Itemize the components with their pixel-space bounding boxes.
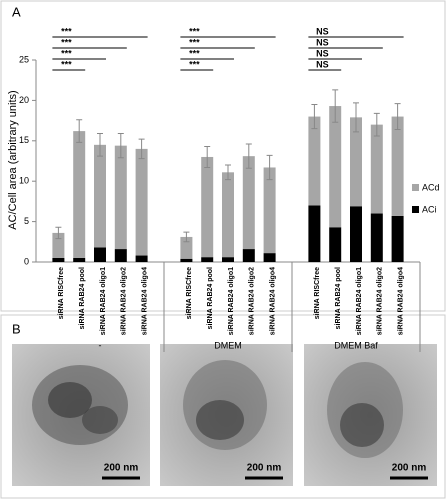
bar-segment (263, 167, 276, 254)
bar-segment (350, 206, 362, 262)
scale-bar-label: 200 nm (247, 463, 282, 474)
bar-segment (114, 249, 127, 262)
bar-segment (263, 253, 276, 262)
significance-label: *** (189, 48, 200, 58)
y-tick-label: 0 (24, 256, 29, 266)
x-tick-label: siRNA RISCfree (58, 267, 65, 319)
x-tick-label: siRNA RAB24 oligo2 (249, 267, 256, 335)
error-bar (225, 164, 231, 181)
x-tick-label: siRNA RAB24 oligo2 (121, 267, 128, 335)
x-tick-label: siRNA RAB24 oligo1 (356, 267, 363, 335)
x-tick-label: siRNA RAB24 oligo2 (377, 267, 384, 335)
bar-segment (329, 227, 342, 262)
bar-segment (114, 145, 127, 250)
bar-segment (73, 257, 86, 262)
legend-swatch (412, 184, 419, 191)
bar-segment (94, 247, 106, 262)
bar-segment (391, 116, 404, 216)
error-bar (394, 103, 401, 130)
bar-segment (73, 131, 86, 258)
bar-segment (94, 144, 106, 248)
error-bar (332, 89, 339, 123)
significance-label: *** (189, 59, 200, 69)
x-tick-label: siRNA RISCfree (314, 267, 321, 319)
group-label: DMEM Baf (334, 340, 378, 350)
y-tick-label: 10 (19, 176, 29, 186)
y-tick-label: 5 (24, 216, 29, 226)
significance-label: *** (61, 26, 72, 36)
bar-segment (329, 106, 342, 228)
x-tick-label: siRNA RISCfree (186, 267, 193, 319)
bar-segment (222, 172, 234, 258)
legend-label: ACd (422, 182, 440, 192)
error-bar (353, 102, 359, 133)
bar-segment (370, 213, 383, 262)
error-bar (55, 226, 62, 240)
bar-segment (242, 156, 255, 250)
error-bar (204, 145, 211, 168)
legend-label: ACi (422, 204, 437, 214)
scale-bar-label: 200 nm (392, 463, 427, 474)
significance-label: NS (316, 48, 329, 58)
micrograph (304, 344, 437, 486)
bar-segment (222, 257, 234, 262)
bar-segment (52, 257, 65, 262)
error-bar (97, 133, 103, 157)
error-bar (138, 138, 145, 160)
significance-label: *** (61, 48, 72, 58)
bar-segment (201, 257, 214, 262)
significance-label: NS (316, 59, 329, 69)
bar-segment (135, 255, 148, 262)
significance-label: *** (61, 59, 72, 69)
panel-label: A (12, 4, 21, 19)
bar-segment (135, 148, 148, 256)
significance-label: *** (189, 26, 200, 36)
error-bar (183, 231, 190, 243)
significance-label: *** (61, 37, 72, 47)
x-tick-label: siRNA RAB24 oligo4 (269, 267, 276, 335)
legend-swatch (412, 206, 419, 213)
error-bar (373, 112, 380, 137)
bar-segment (180, 236, 193, 259)
x-tick-label: siRNA RAB24 oligo1 (100, 267, 107, 335)
micrograph (12, 344, 150, 486)
bar-segment (180, 258, 193, 262)
error-bar (311, 103, 318, 130)
bar-segment (52, 232, 65, 258)
y-tick-label: 20 (19, 95, 29, 105)
error-bar (76, 119, 83, 143)
x-tick-label: siRNA RAB24 oligo1 (228, 267, 235, 335)
group-label: DMEM (214, 340, 242, 350)
significance-label: *** (189, 37, 200, 47)
bar-segment (201, 156, 214, 258)
error-bar (245, 143, 252, 169)
y-tick-label: 15 (19, 135, 29, 145)
error-bar (266, 154, 273, 181)
x-tick-label: siRNA RAB24 oligo4 (141, 267, 148, 335)
y-tick-label: 25 (19, 54, 29, 64)
x-tick-label: siRNA RAB24 oligo4 (397, 267, 404, 335)
panel-label: B (12, 321, 21, 336)
x-tick-label: siRNA RAB24 pool (79, 267, 86, 329)
significance-label: NS (316, 26, 329, 36)
group-label: - (99, 340, 102, 350)
micrograph (160, 344, 293, 486)
significance-label: NS (316, 37, 329, 47)
y-axis-label: AC/Cell area (arbitrary units) (7, 90, 19, 229)
bar-segment (350, 117, 362, 207)
bar-segment (308, 116, 321, 206)
error-bar (117, 133, 124, 159)
bar-segment (391, 215, 404, 262)
bar-segment (370, 124, 383, 214)
scale-bar-label: 200 nm (104, 463, 139, 474)
x-tick-label: siRNA RAB24 pool (335, 267, 342, 329)
x-tick-label: siRNA RAB24 pool (207, 267, 214, 329)
bar-segment (308, 205, 321, 262)
bar-segment (242, 249, 255, 262)
